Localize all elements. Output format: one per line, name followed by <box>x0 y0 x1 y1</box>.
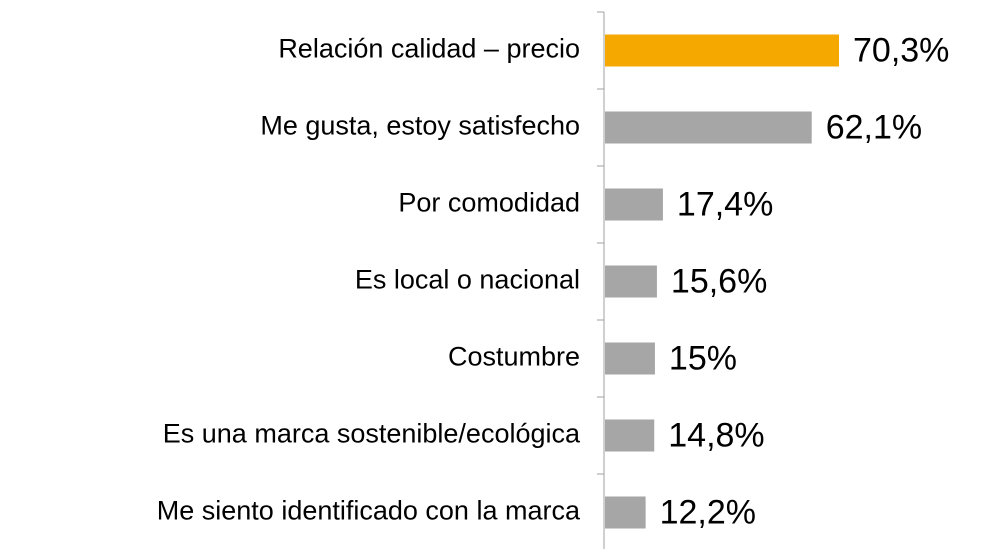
category-label: Por comodidad <box>398 188 580 218</box>
bar <box>605 188 663 221</box>
value-label: 14,8% <box>668 416 764 454</box>
category-label: Costumbre <box>448 342 580 372</box>
bar <box>605 496 646 529</box>
category-label: Me gusta, estoy satisfecho <box>260 111 580 141</box>
category-label: Relación calidad – precio <box>278 34 580 64</box>
bar <box>605 265 657 298</box>
category-label: Me siento identificado con la marca <box>157 496 581 526</box>
value-label: 17,4% <box>677 185 773 223</box>
value-label: 62,1% <box>826 108 922 146</box>
bar <box>605 419 655 452</box>
category-label: Es local o nacional <box>355 265 580 295</box>
value-label: 15% <box>669 339 737 377</box>
bar <box>605 342 655 375</box>
value-label: 70,3% <box>853 31 949 69</box>
bar <box>605 34 839 67</box>
category-label: Es una marca sostenible/ecológica <box>163 419 581 449</box>
bar <box>605 111 812 144</box>
value-label: 15,6% <box>671 262 767 300</box>
value-label: 12,2% <box>660 493 756 531</box>
